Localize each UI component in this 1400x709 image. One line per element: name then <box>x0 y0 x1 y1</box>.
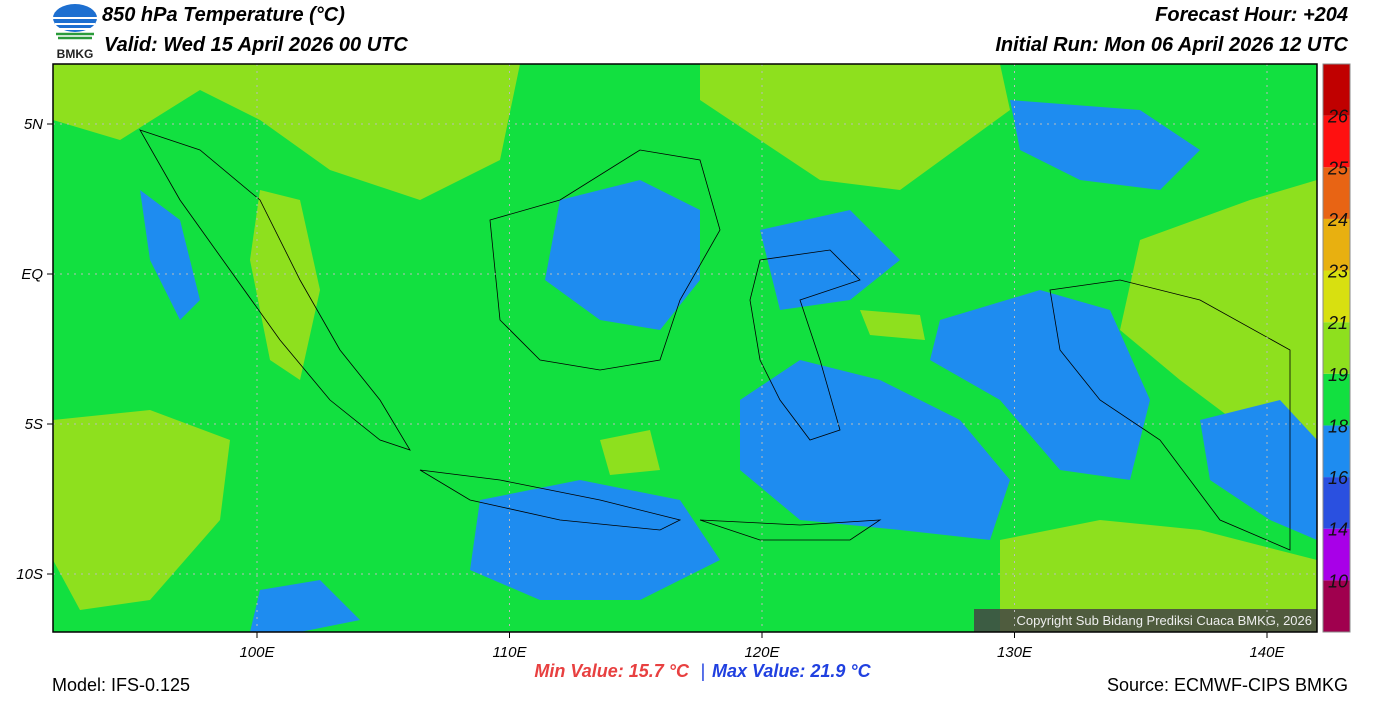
colorbar-segment <box>1323 373 1350 426</box>
title: 850 hPa Temperature (°C) <box>102 4 345 26</box>
logo-text: BMKG <box>57 47 94 61</box>
lat-label: 5S <box>25 416 43 433</box>
forecast-hour: Forecast Hour: +204 <box>1155 4 1348 26</box>
colorbar-segment <box>1323 64 1350 116</box>
lon-label: 120E <box>744 644 780 661</box>
colorbar-segment <box>1323 218 1350 271</box>
colorbar-segment <box>1323 270 1350 323</box>
copyright: Copyright Sub Bidang Prediksi Cuaca BMKG… <box>1016 613 1312 628</box>
colorbar: 10 14 16 18 19 21 23 24 25 26 <box>1322 63 1351 633</box>
colorbar-label: 23 <box>1327 262 1348 282</box>
colorbar-label: 18 <box>1328 416 1348 436</box>
colorbar-label: 25 <box>1327 158 1349 178</box>
colorbar-frame <box>1322 63 1351 633</box>
colorbar-segment <box>1323 580 1350 632</box>
lat-label: 5N <box>24 116 43 133</box>
lat-label: 10S <box>16 566 43 583</box>
lon-label: 110E <box>493 644 528 661</box>
map: Copyright Sub Bidang Prediksi Cuaca BMKG… <box>53 64 1317 632</box>
cool-areas <box>140 100 1317 632</box>
lat-label: EQ <box>21 266 43 283</box>
graticule: 5N EQ 5S 10S 100E 110E 120E 130E 140E <box>16 64 1317 661</box>
colorbar-segment <box>1323 115 1350 168</box>
separator: | <box>701 661 706 681</box>
valid-time: Valid: Wed 15 April 2026 00 UTC <box>104 34 408 56</box>
colorbar-segment <box>1323 322 1350 374</box>
colorbar-label: 14 <box>1328 520 1348 540</box>
lon-label: 130E <box>997 644 1033 661</box>
colorbar-label: 19 <box>1328 365 1348 385</box>
colorbar-segment <box>1323 167 1350 219</box>
source: Source: ECMWF-CIPS BMKG <box>1107 675 1348 695</box>
max-value: Max Value: 21.9 °C <box>712 661 872 681</box>
colorbar-label: 21 <box>1327 313 1348 333</box>
colorbar-label: 16 <box>1328 468 1349 488</box>
copyright-box <box>974 609 1317 632</box>
lon-label: 100E <box>239 644 275 661</box>
colorbar-label: 24 <box>1327 210 1348 230</box>
colorbar-segment <box>1323 528 1350 581</box>
map-frame <box>52 63 1318 633</box>
coastlines <box>139 129 1291 551</box>
colorbar-label: 26 <box>1327 107 1349 127</box>
lon-label: 140E <box>1249 644 1285 661</box>
min-value: Min Value: 15.7 °C <box>534 661 690 681</box>
model: Model: IFS-0.125 <box>52 675 190 695</box>
logo: BMKG <box>53 4 97 61</box>
colorbar-segment <box>1323 477 1350 529</box>
colorbar-segment <box>1323 425 1350 478</box>
colorbar-label: 10 <box>1328 571 1348 591</box>
initial-run: Initial Run: Mon 06 April 2026 12 UTC <box>995 34 1348 56</box>
